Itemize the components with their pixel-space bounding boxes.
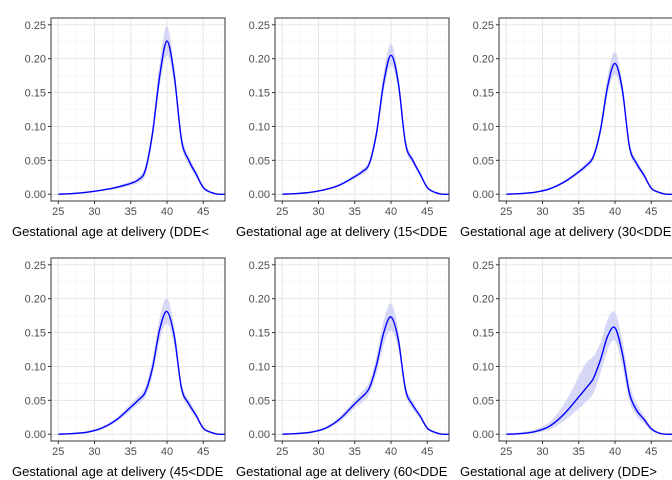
y-tick-label: 0.15 xyxy=(249,88,270,100)
y-tick-label: 0.00 xyxy=(25,189,46,201)
y-tick-label: 0.25 xyxy=(473,20,494,32)
y-tick-label: 0.25 xyxy=(473,260,494,272)
chart-panel-6: 0.00 0.05 0.10 0.15 0.20 0.25 25 30 35 40 45 Gestat… xyxy=(460,257,672,479)
x-tick-label: 35 xyxy=(573,206,585,218)
gridlines xyxy=(51,258,225,441)
y-tick-label: 0.00 xyxy=(249,429,270,441)
density-line xyxy=(58,40,225,196)
panel-border xyxy=(498,17,672,202)
x-tick-label: 30 xyxy=(536,446,548,458)
y-tick-label: 0.20 xyxy=(249,294,270,306)
x-tick-label: 25 xyxy=(52,446,64,458)
chart-panel-4: 0.00 0.05 0.10 0.15 0.20 0.25 25 30 35 40 45 Gestat… xyxy=(12,257,226,479)
x-tick-label: 30 xyxy=(312,206,324,218)
y-tick-label: 0.25 xyxy=(249,260,270,272)
x-axis-title: Gestational age at delivery (45<DDE xyxy=(12,464,224,479)
x-tick-label: 45 xyxy=(197,206,209,218)
y-tick-label: 0.00 xyxy=(473,429,494,441)
x-tick-label: 30 xyxy=(312,446,324,458)
x-tick-label: 35 xyxy=(125,206,137,218)
y-tick-label: 0.25 xyxy=(25,260,46,272)
y-tick-label: 0.10 xyxy=(249,361,270,373)
y-tick-label: 0.15 xyxy=(25,88,46,100)
confidence-band xyxy=(506,311,672,435)
chart-panel-3: 0.00 0.05 0.10 0.15 0.20 0.25 25 30 35 40 45 Gestat… xyxy=(460,17,672,239)
x-axis-title: Gestational age at delivery (60<DDE xyxy=(236,464,448,479)
y-tick-label: 0.20 xyxy=(473,294,494,306)
y-tick-label: 0.10 xyxy=(473,361,494,373)
density-line xyxy=(506,62,672,196)
confidence-band xyxy=(506,51,672,195)
x-tick-label: 25 xyxy=(276,206,288,218)
x-axis-title: Gestational age at delivery (15<DDE xyxy=(236,224,448,239)
y-tick-label: 0.20 xyxy=(25,54,46,66)
x-tick-label: 40 xyxy=(161,206,173,218)
chart-panel-5: 0.00 0.05 0.10 0.15 0.20 0.25 25 30 35 40 45 Gestat… xyxy=(236,257,450,479)
x-tick-label: 25 xyxy=(276,446,288,458)
gridlines xyxy=(275,18,449,201)
density-line xyxy=(282,316,449,436)
y-tick-label: 0.20 xyxy=(473,54,494,66)
y-tick-label: 0.20 xyxy=(25,294,46,306)
y-tick-label: 0.00 xyxy=(25,429,46,441)
y-tick-label: 0.15 xyxy=(249,328,270,340)
x-tick-label: 30 xyxy=(536,206,548,218)
x-tick-label: 30 xyxy=(88,446,100,458)
x-axis-title: Gestational age at delivery (DDE< xyxy=(12,224,209,239)
y-tick-label: 0.10 xyxy=(25,121,46,133)
gridlines xyxy=(499,18,672,201)
y-tick-label: 0.05 xyxy=(25,155,46,167)
x-tick-label: 35 xyxy=(349,206,361,218)
y-tick-label: 0.05 xyxy=(473,395,494,407)
chart-panel-2: 0.00 0.05 0.10 0.15 0.20 0.25 25 30 35 40 45 Gestat… xyxy=(236,17,450,239)
x-tick-label: 45 xyxy=(421,206,433,218)
y-tick-label: 0.00 xyxy=(249,189,270,201)
x-tick-label: 25 xyxy=(500,206,512,218)
density-line xyxy=(506,326,672,436)
panel-border xyxy=(50,17,226,202)
y-tick-label: 0.10 xyxy=(473,121,494,133)
x-tick-label: 25 xyxy=(52,206,64,218)
y-tick-label: 0.10 xyxy=(25,361,46,373)
y-tick-label: 0.20 xyxy=(249,54,270,66)
x-tick-label: 40 xyxy=(385,446,397,458)
x-tick-label: 40 xyxy=(385,206,397,218)
x-tick-label: 30 xyxy=(88,206,100,218)
x-tick-label: 25 xyxy=(500,446,512,458)
chart-panel-1: 0.00 0.05 0.10 0.15 0.20 0.25 25 30 35 40 45 Gestat… xyxy=(12,17,226,239)
confidence-band xyxy=(58,26,225,195)
x-tick-label: 40 xyxy=(161,446,173,458)
x-tick-label: 35 xyxy=(573,446,585,458)
y-tick-label: 0.05 xyxy=(249,155,270,167)
panel-border xyxy=(50,257,226,442)
y-tick-label: 0.00 xyxy=(473,189,494,201)
panel-border xyxy=(274,257,450,442)
x-tick-label: 40 xyxy=(609,206,621,218)
x-tick-label: 45 xyxy=(421,446,433,458)
y-tick-label: 0.10 xyxy=(249,121,270,133)
y-tick-label: 0.15 xyxy=(25,328,46,340)
x-tick-label: 45 xyxy=(197,446,209,458)
y-tick-label: 0.15 xyxy=(473,328,494,340)
y-tick-label: 0.05 xyxy=(25,395,46,407)
y-tick-label: 0.15 xyxy=(473,88,494,100)
y-tick-label: 0.05 xyxy=(473,155,494,167)
density-line xyxy=(282,54,449,196)
y-tick-label: 0.25 xyxy=(25,20,46,32)
x-tick-label: 35 xyxy=(125,446,137,458)
y-tick-label: 0.05 xyxy=(249,395,270,407)
panel-border xyxy=(498,257,672,442)
x-tick-label: 45 xyxy=(645,206,657,218)
x-axis-title: Gestational age at delivery (30<DDE xyxy=(460,224,672,239)
density-line xyxy=(58,310,225,436)
panel-border xyxy=(274,17,450,202)
x-tick-label: 35 xyxy=(349,446,361,458)
gridlines xyxy=(51,18,225,201)
x-tick-label: 40 xyxy=(609,446,621,458)
y-tick-label: 0.25 xyxy=(249,20,270,32)
x-tick-label: 45 xyxy=(645,446,657,458)
x-axis-title: Gestational age at delivery (DDE> xyxy=(460,464,657,479)
